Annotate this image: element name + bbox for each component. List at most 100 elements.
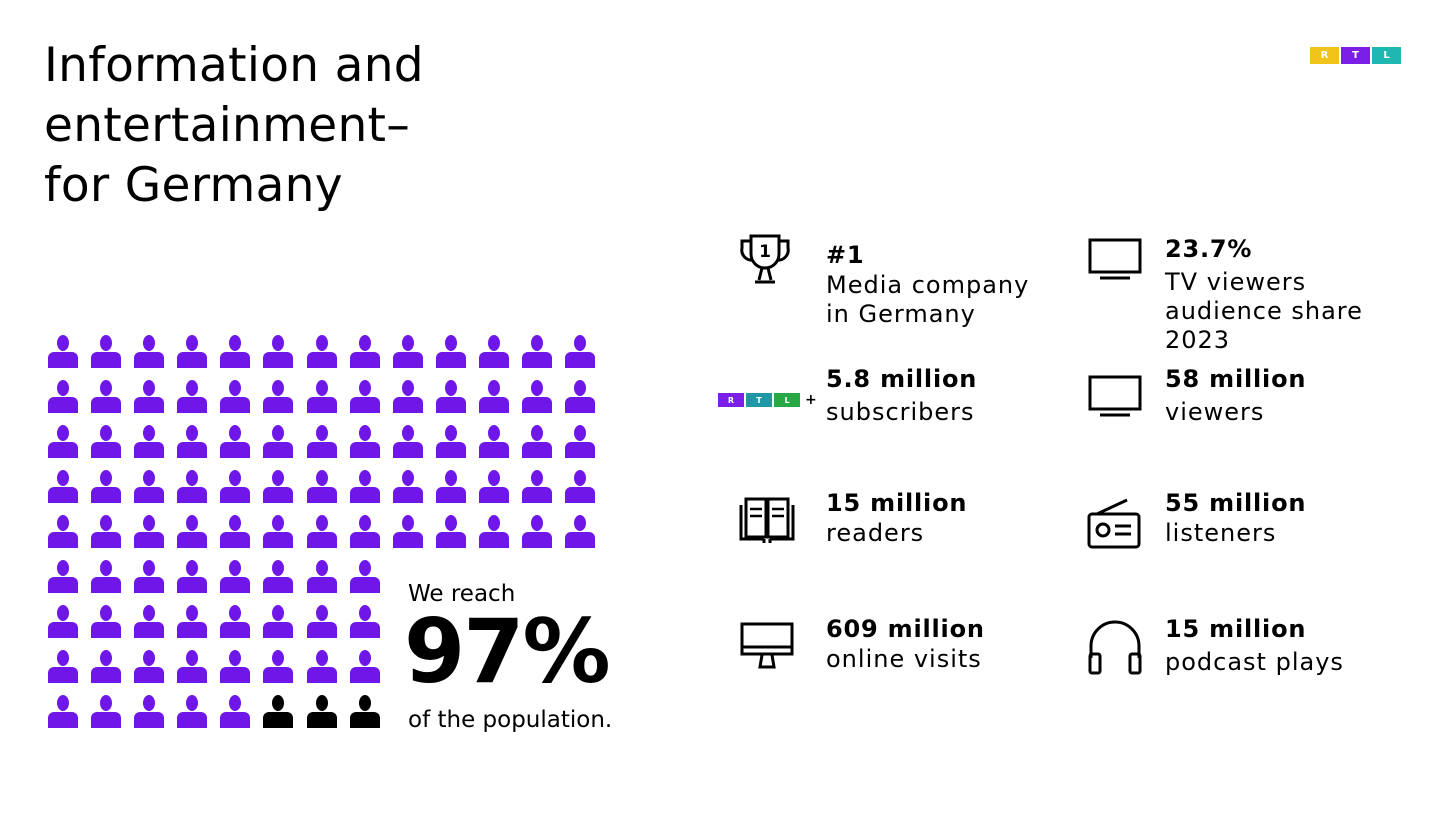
stat-value-subscribers: 5.8 million xyxy=(826,365,978,393)
person-icon xyxy=(306,650,337,683)
rtl-plus-sign: + xyxy=(805,392,817,408)
person-icon xyxy=(134,695,165,728)
person-icon xyxy=(349,380,380,413)
reach-percentage: 97% xyxy=(404,600,611,703)
person-icon xyxy=(91,335,122,368)
magazine-icon xyxy=(739,497,795,543)
person-icon xyxy=(306,425,337,458)
person-icon xyxy=(522,335,553,368)
person-icon xyxy=(220,515,251,548)
person-icon xyxy=(435,380,466,413)
stat-label-viewers: viewers xyxy=(1165,398,1265,426)
person-icon xyxy=(392,425,423,458)
person-icon xyxy=(48,695,78,728)
person-icon xyxy=(565,470,596,503)
page-title: Information and entertainment– for Germa… xyxy=(44,36,424,216)
person-icon xyxy=(565,380,596,413)
person-icon xyxy=(220,650,251,683)
person-icon xyxy=(349,560,380,593)
person-icon xyxy=(91,605,122,638)
person-icon xyxy=(306,515,337,548)
title-line-2: entertainment– xyxy=(44,98,411,153)
person-icon xyxy=(522,515,553,548)
person-icon xyxy=(349,695,380,728)
stat-label-podcast-plays: podcast plays xyxy=(1165,648,1344,676)
person-icon xyxy=(565,515,596,548)
person-icon xyxy=(263,470,294,503)
person-icon xyxy=(306,605,337,638)
person-icon xyxy=(435,425,466,458)
person-icon xyxy=(48,470,78,503)
person-icon xyxy=(177,380,208,413)
rtl-logo-t: T xyxy=(1341,47,1370,64)
person-icon xyxy=(134,425,165,458)
rtl-logo: R T L xyxy=(1310,47,1401,64)
person-icon xyxy=(565,335,596,368)
stat-value-viewers: 58 million xyxy=(1165,365,1307,393)
tv-icon xyxy=(1088,238,1142,280)
person-icon xyxy=(306,335,337,368)
person-icon xyxy=(349,605,380,638)
person-icon xyxy=(220,695,251,728)
person-icon xyxy=(220,335,251,368)
person-icon xyxy=(306,380,337,413)
person-icon xyxy=(522,470,553,503)
person-icon xyxy=(392,335,423,368)
person-icon xyxy=(134,560,165,593)
person-icon xyxy=(478,515,509,548)
svg-text:1: 1 xyxy=(759,242,771,262)
person-icon xyxy=(177,650,208,683)
person-icon xyxy=(134,335,165,368)
person-icon xyxy=(220,470,251,503)
stat-value-rank: #1 xyxy=(826,241,865,269)
rtl-plus-logo: R T L + xyxy=(718,392,817,408)
person-icon xyxy=(220,605,251,638)
person-icon xyxy=(177,470,208,503)
person-icon xyxy=(306,695,337,728)
radio-icon xyxy=(1087,498,1141,549)
person-icon xyxy=(177,695,208,728)
person-icon xyxy=(263,515,294,548)
stat-label-subscribers: subscribers xyxy=(826,398,975,426)
rtl-plus-l: L xyxy=(774,393,800,407)
stat-label-rank: Media company in Germany xyxy=(826,271,1030,328)
person-icon xyxy=(306,560,337,593)
rtl-logo-l: L xyxy=(1372,47,1401,64)
person-icon xyxy=(91,650,122,683)
person-icon xyxy=(220,380,251,413)
reach-outro: of the population. xyxy=(408,707,613,733)
person-icon xyxy=(48,335,78,368)
monitor-icon xyxy=(740,622,794,669)
person-icon xyxy=(263,560,294,593)
person-icon xyxy=(134,470,165,503)
person-icon xyxy=(478,470,509,503)
rtl-plus-t: T xyxy=(746,393,772,407)
title-line-3: for Germany xyxy=(44,158,343,213)
person-icon xyxy=(177,515,208,548)
person-icon xyxy=(134,380,165,413)
person-icon xyxy=(91,695,122,728)
person-icon xyxy=(435,515,466,548)
trophy-icon: 1 xyxy=(740,234,790,284)
person-icon xyxy=(177,425,208,458)
person-icon xyxy=(392,470,423,503)
person-icon xyxy=(91,470,122,503)
person-icon xyxy=(392,515,423,548)
stat-value-online-visits: 609 million xyxy=(826,615,985,643)
person-icon xyxy=(177,335,208,368)
person-icon xyxy=(48,605,78,638)
reach-intro: We reach xyxy=(408,581,516,607)
person-icon xyxy=(478,380,509,413)
stat-label-readers: readers xyxy=(826,519,925,547)
person-icon xyxy=(91,515,122,548)
person-icon xyxy=(263,425,294,458)
person-icon xyxy=(91,560,122,593)
person-icon xyxy=(306,470,337,503)
person-icon xyxy=(177,605,208,638)
person-icon xyxy=(48,560,78,593)
person-icon xyxy=(263,650,294,683)
person-icon xyxy=(478,425,509,458)
person-icon xyxy=(48,515,78,548)
person-icon xyxy=(349,425,380,458)
person-icon xyxy=(263,605,294,638)
